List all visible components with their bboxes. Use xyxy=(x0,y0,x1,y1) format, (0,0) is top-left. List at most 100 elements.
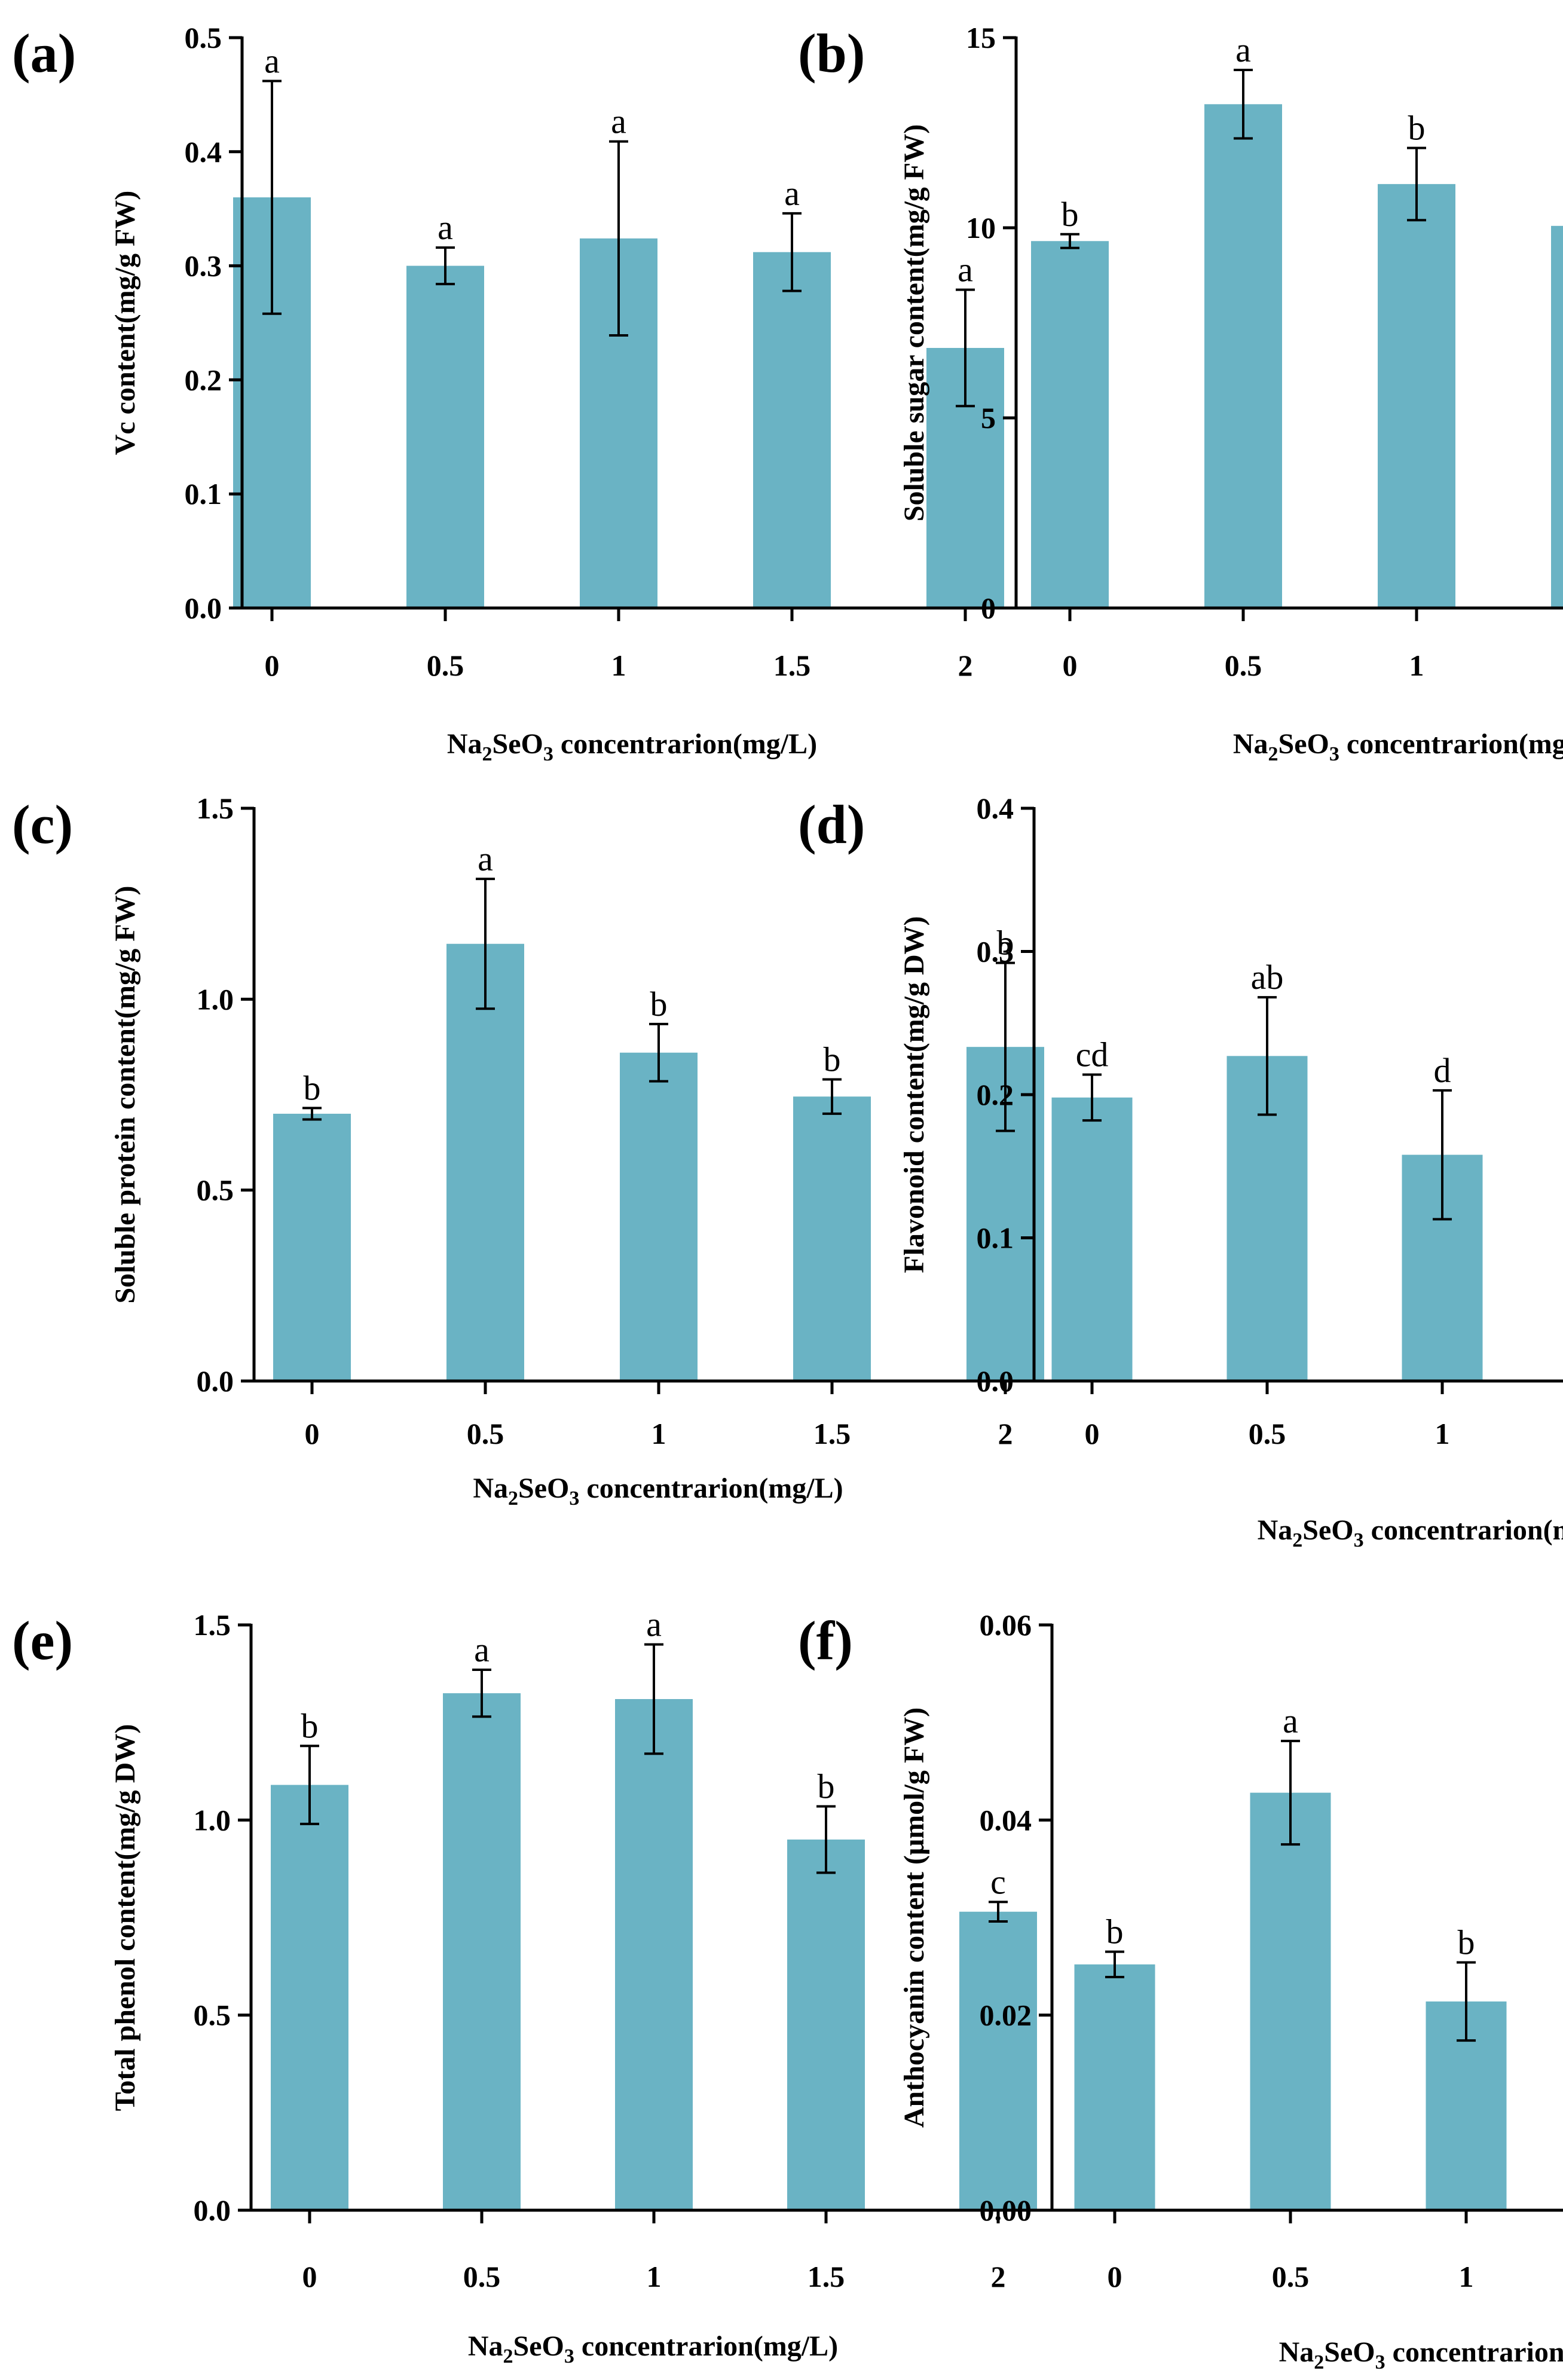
error-bar xyxy=(1457,1961,1476,2042)
error-bar xyxy=(1281,1740,1300,1846)
x-tick-label: 1 xyxy=(1435,1417,1450,1450)
error-bar xyxy=(1433,1089,1452,1221)
y-axis-label: Soluble sugar content(mg/g FW) xyxy=(898,124,930,521)
x-axis-label-part: Na xyxy=(1279,2336,1314,2368)
bar xyxy=(406,265,484,609)
error-bar xyxy=(996,961,1015,1132)
panel-letter: (b) xyxy=(798,23,865,84)
x-axis-label-part: concentrarion(mg/L) xyxy=(574,2330,838,2362)
y-tick-label: 1.5 xyxy=(194,1608,231,1642)
x-tick-label: 0.5 xyxy=(1249,1417,1286,1450)
x-tick-label: 1 xyxy=(1409,649,1424,682)
x-tick-label: 2 xyxy=(991,2260,1006,2293)
panel-letter: (c) xyxy=(12,794,73,855)
x-axis-label: Na2SeO3 concentrarion(mg/L) xyxy=(1279,2336,1563,2373)
significance-label: d xyxy=(1434,1051,1451,1090)
y-tick-label: 5 xyxy=(981,401,996,435)
x-axis-label-part: Na xyxy=(1233,728,1268,760)
x-axis-label-part: Na xyxy=(468,2330,503,2362)
y-tick-label: 1.0 xyxy=(197,982,234,1016)
y-axis-label: Vc content(mg/g FW) xyxy=(109,191,141,456)
significance-label: b xyxy=(1062,195,1079,234)
x-axis-label-part: Na xyxy=(1258,1514,1293,1546)
significance-label: a xyxy=(474,1630,490,1669)
x-tick-label: 1 xyxy=(651,1417,666,1450)
x-tick-label: 0 xyxy=(265,649,280,682)
x-tick-label: 0.5 xyxy=(427,649,464,682)
panel-letter: (d) xyxy=(798,794,865,855)
x-axis-label-subscript: 3 xyxy=(1329,743,1339,765)
x-tick-label: 2 xyxy=(998,1417,1013,1450)
y-axis-label: Anthocyanin content (μmol/g FW) xyxy=(898,1707,930,2128)
error-bar xyxy=(822,1078,842,1115)
x-tick-label: 1 xyxy=(1459,2260,1474,2293)
error-bar xyxy=(649,1022,668,1083)
significance-label: b xyxy=(1408,108,1426,147)
significance-label: cd xyxy=(1076,1035,1109,1074)
y-tick-label: 0.1 xyxy=(977,1221,1014,1255)
x-tick-label: 1 xyxy=(611,649,626,682)
chart-panel-3: (c) b a b b b 0.0 0.5 1.0 1.5 0 0.5 1 1.5 2 Soluble pro… xyxy=(12,792,1062,1510)
y-tick-label: 0.4 xyxy=(977,792,1014,825)
significance-label: b xyxy=(301,1706,319,1745)
significance-label: a xyxy=(438,208,453,247)
error-bar xyxy=(1234,69,1253,140)
y-tick-label: 0.5 xyxy=(197,1174,234,1207)
bar xyxy=(753,252,831,609)
chart-panel-1: (a) a a a a a 0.0 0.1 0.2 0.3 0.4 0.5 0 0.5 1 1.5 2 Vc co… xyxy=(12,21,1022,765)
y-tick-label: 0.4 xyxy=(185,135,222,169)
error-bar xyxy=(1407,146,1426,222)
x-axis-label-subscript: 3 xyxy=(1375,2351,1385,2373)
bar xyxy=(1074,1964,1155,2210)
y-tick-label: 0.02 xyxy=(980,1999,1032,2032)
x-axis-label-part: SeO xyxy=(518,1472,569,1504)
x-tick-label: 0.5 xyxy=(467,1417,504,1450)
panel-letter: (e) xyxy=(12,1610,73,1671)
bar xyxy=(443,1693,521,2210)
x-tick-label: 1.5 xyxy=(773,649,811,682)
error-bar xyxy=(302,1107,322,1121)
x-axis-label-part: SeO xyxy=(1278,728,1329,760)
significance-label: ab xyxy=(1251,958,1284,997)
y-tick-label: 1.0 xyxy=(194,1803,231,1837)
x-tick-label: 1.5 xyxy=(813,1417,851,1450)
x-axis-label: Na2SeO3 concentrarion(mg/L) xyxy=(1233,728,1563,765)
chart-panel-5: (e) b a a b c 0.0 0.5 1.0 1.5 0 0.5 1 1.5 2 Total pheno… xyxy=(12,1605,1055,2367)
x-axis-label: Na2SeO3 concentrarion(mg/L) xyxy=(468,2330,838,2367)
significance-label: a xyxy=(958,250,973,289)
x-tick-label: 0 xyxy=(1063,649,1078,682)
error-bar xyxy=(1258,996,1277,1116)
error-bar xyxy=(476,878,495,1010)
significance-label: c xyxy=(990,1862,1006,1901)
x-tick-label: 0 xyxy=(1085,1417,1100,1450)
x-axis-label-part: concentrarion(mg/L) xyxy=(1339,728,1563,760)
x-axis-label-part: Na xyxy=(447,728,482,760)
x-axis-label-part: SeO xyxy=(513,2330,564,2362)
x-axis-label-part: concentrarion(mg/L) xyxy=(1385,2336,1563,2368)
significance-label: b xyxy=(304,1068,321,1107)
y-tick-label: 0 xyxy=(981,591,996,625)
x-axis-label: Na2SeO3 concentrarion(mg/L) xyxy=(473,1472,843,1510)
bar xyxy=(271,1785,348,2210)
y-tick-label: 0.2 xyxy=(185,363,222,396)
x-axis-label-subscript: 2 xyxy=(503,2345,513,2367)
bar xyxy=(615,1699,693,2210)
x-axis-label-part: SeO xyxy=(1302,1514,1353,1546)
significance-label: a xyxy=(1283,1701,1298,1740)
y-tick-label: 0.5 xyxy=(185,21,222,54)
bar xyxy=(959,1911,1037,2210)
bar xyxy=(793,1096,871,1381)
y-tick-label: 0.04 xyxy=(980,1803,1032,1837)
y-tick-label: 0.0 xyxy=(197,1364,234,1398)
bar xyxy=(1031,241,1109,608)
x-axis-label-part: Na xyxy=(473,1472,508,1504)
significance-label: a xyxy=(611,102,626,141)
x-axis-label-subscript: 3 xyxy=(1354,1529,1364,1551)
x-axis-label-subscript: 2 xyxy=(1268,743,1278,765)
x-tick-label: 0.5 xyxy=(1272,2260,1310,2293)
bar xyxy=(787,1839,865,2210)
x-axis-label-subscript: 3 xyxy=(543,743,553,765)
x-axis-label-part: SeO xyxy=(1324,2336,1375,2368)
